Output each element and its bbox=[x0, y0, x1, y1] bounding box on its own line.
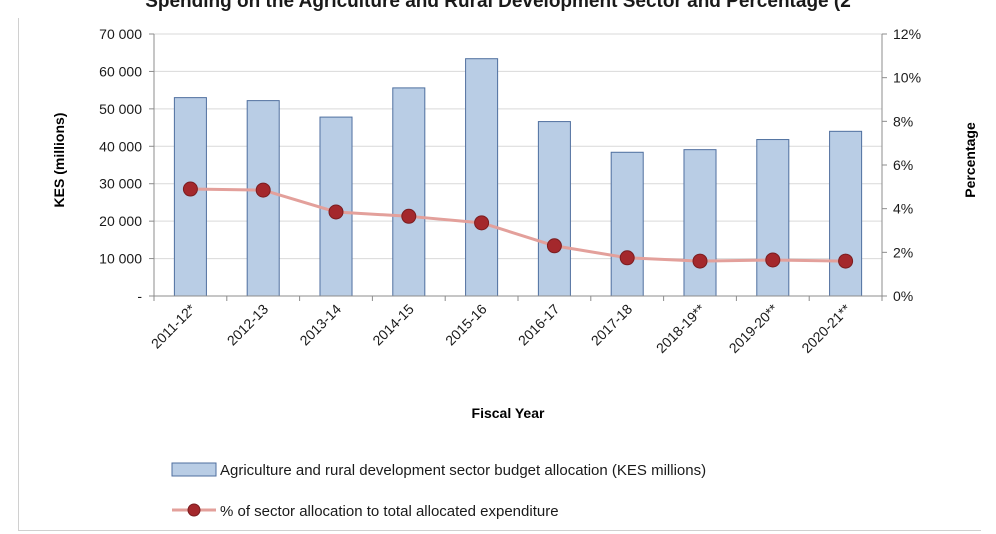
x-tick-label: 2015-16 bbox=[442, 301, 490, 349]
bar-2012-13 bbox=[246, 100, 280, 297]
y2-tick-label: 4% bbox=[893, 201, 913, 217]
bar-2011-12* bbox=[173, 97, 207, 297]
x-tick-label: 2013-14 bbox=[296, 301, 344, 349]
bar-2019-20** bbox=[756, 139, 790, 297]
y2-axis-label: Percentage bbox=[962, 122, 978, 198]
pct-marker-2012-13 bbox=[255, 182, 271, 198]
y-tick-label: 60 000 bbox=[99, 63, 142, 79]
y2-tick-label: 12% bbox=[893, 26, 921, 42]
y-tick-label: 10 000 bbox=[99, 251, 142, 267]
x-tick-label: 2012-13 bbox=[224, 301, 272, 349]
pct-marker-2016-17 bbox=[546, 238, 562, 254]
bar-2015-16 bbox=[465, 58, 499, 297]
pct-marker-2011-12* bbox=[182, 181, 198, 197]
legend: Agriculture and rural development sector… bbox=[171, 462, 706, 520]
y-tick-label: 40 000 bbox=[99, 138, 142, 154]
y2-tick-label: 10% bbox=[893, 70, 921, 86]
x-tick-label: 2014-15 bbox=[369, 301, 417, 349]
y2-tick-label: 0% bbox=[893, 288, 913, 304]
legend-bar-swatch bbox=[171, 462, 217, 477]
pct-marker-2013-14 bbox=[328, 204, 344, 220]
pct-line bbox=[190, 187, 846, 263]
chart-title: Spending on the Agriculture and Rural De… bbox=[145, 0, 851, 12]
bar-2014-15 bbox=[392, 87, 426, 297]
pct-marker-2017-18 bbox=[619, 250, 635, 266]
y-tick-label: 30 000 bbox=[99, 176, 142, 192]
x-tick-label: 2019-20** bbox=[726, 300, 782, 356]
bar-2016-17 bbox=[537, 121, 571, 297]
x-tick-label: 2020-21** bbox=[798, 300, 854, 356]
x-tick-label: 2016-17 bbox=[515, 301, 563, 349]
pct-marker-2014-15 bbox=[401, 208, 417, 224]
bar-2017-18 bbox=[610, 151, 644, 297]
y2-tick-label: 8% bbox=[893, 113, 913, 129]
y-tick-label: 20 000 bbox=[99, 213, 142, 229]
pct-marker-2020-21** bbox=[838, 253, 854, 269]
pct-marker-2019-20** bbox=[765, 252, 781, 268]
legend-line-label: % of sector allocation to total allocate… bbox=[220, 503, 559, 520]
y2-tick-label: 2% bbox=[893, 244, 913, 260]
y-axis-label: KES (millions) bbox=[51, 113, 67, 208]
y-tick-label: 50 000 bbox=[99, 101, 142, 117]
bar-2018-19** bbox=[683, 149, 717, 297]
bar-2020-21** bbox=[829, 130, 863, 297]
legend-line-marker bbox=[187, 503, 201, 517]
y2-tick-label: 6% bbox=[893, 157, 913, 173]
x-axis-label: Fiscal Year bbox=[472, 405, 545, 421]
chart-frame bbox=[18, 18, 981, 531]
x-tick-label: 2018-19** bbox=[653, 300, 709, 356]
y-tick-label: - bbox=[137, 288, 142, 304]
x-tick-label: 2011-12* bbox=[148, 300, 199, 351]
legend-bar-label: Agriculture and rural development sector… bbox=[220, 462, 706, 479]
x-tick-label: 2017-18 bbox=[588, 301, 636, 349]
y-tick-label: 70 000 bbox=[99, 26, 142, 42]
pct-marker-2015-16 bbox=[474, 215, 490, 231]
pct-marker-2018-19** bbox=[692, 253, 708, 269]
